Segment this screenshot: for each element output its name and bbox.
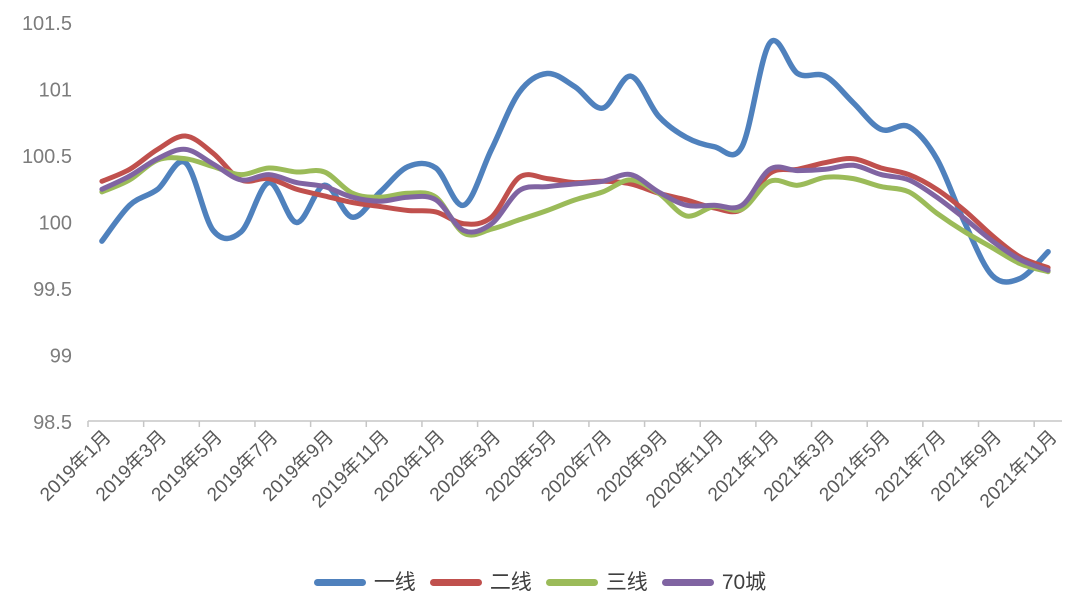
y-axis-tick-label: 100.5 <box>22 146 72 168</box>
legend-swatch-70-cities <box>661 579 714 586</box>
y-axis-tick-label: 99 <box>50 346 72 368</box>
legend-item-70-cities: 70城 <box>661 571 767 594</box>
legend-swatch-tier-2 <box>429 579 482 586</box>
legend-label-tier-1: 一线 <box>373 571 416 594</box>
series-line-tier-1 <box>99 37 1051 285</box>
legend-label-70-cities: 70城 <box>721 571 767 594</box>
legend-swatch-tier-3 <box>545 579 598 586</box>
series-line-70-cities <box>99 146 1051 273</box>
legend-item-tier-2: 二线 <box>429 571 532 594</box>
y-axis-tick-label: 100 <box>39 213 72 235</box>
y-axis-tick-label: 101 <box>39 80 72 102</box>
legend-item-tier-3: 三线 <box>545 571 648 594</box>
legend: 一线 二线 三线 70城 <box>0 572 1080 593</box>
legend-label-tier-3: 三线 <box>605 571 648 594</box>
series-line-tier-3 <box>99 155 1051 275</box>
y-axis-tick-label: 99.5 <box>33 279 72 301</box>
y-axis-tick-label: 101.5 <box>22 13 72 35</box>
y-axis-tick-label: 98.5 <box>33 412 72 434</box>
legend-label-tier-2: 二线 <box>489 571 532 594</box>
legend-item-tier-1: 一线 <box>313 571 416 594</box>
legend-swatch-tier-1 <box>313 579 366 586</box>
